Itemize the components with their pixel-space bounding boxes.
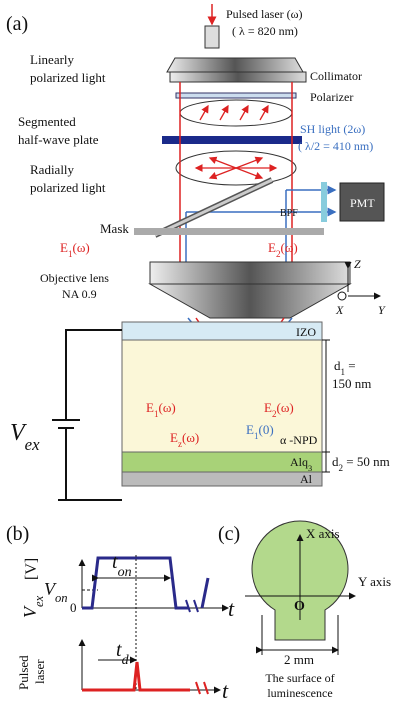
label: Segmented [18, 114, 76, 129]
label: PMT [350, 196, 375, 210]
label-part: (ω) [73, 240, 90, 255]
label-part: E [170, 430, 178, 445]
label: BPF [280, 208, 298, 219]
label-part: E [146, 400, 154, 415]
label: Vex [10, 420, 40, 454]
label-part: d [122, 653, 130, 668]
label: α -NPD [280, 433, 318, 447]
label: Radially [30, 162, 75, 177]
label-part: = 50 nm [343, 454, 390, 469]
label: luminescence [267, 686, 332, 700]
label-part: E [264, 400, 272, 415]
diagram: (a) Pulsed laser (ω) ( λ = 820 nm) Linea… [0, 0, 406, 709]
label: d1 = [334, 358, 356, 377]
label: O [294, 599, 305, 614]
label-part: (ω) [281, 240, 298, 255]
label-part: on [55, 591, 68, 605]
label: Vex [20, 595, 46, 618]
label-part: E [60, 240, 68, 255]
label-part: ex [25, 435, 40, 454]
label: (a) [6, 13, 28, 35]
label: [V] [23, 558, 40, 580]
timing [82, 555, 228, 694]
label: td [116, 639, 130, 668]
label: Y axis [358, 574, 391, 589]
label: t [222, 678, 229, 703]
label: 0 [70, 600, 77, 615]
label: IZO [296, 325, 316, 339]
label: half-wave plate [18, 132, 99, 147]
label: d2 = 50 nm [332, 454, 390, 473]
label-part: (ω) [182, 430, 199, 445]
label: Y [378, 303, 386, 317]
surface [245, 521, 355, 655]
label: (b) [6, 523, 29, 545]
label: 150 nm [332, 376, 371, 391]
label: Linearly [30, 52, 75, 67]
label: Pulsed [16, 655, 31, 690]
label: (c) [218, 523, 240, 545]
label: Objective lens [40, 271, 109, 285]
label-part: E [246, 422, 254, 437]
label: Von [44, 579, 68, 605]
label: The surface of [265, 671, 334, 685]
label: X axis [306, 526, 340, 541]
label-part: on [118, 565, 132, 580]
label-part: ex [32, 595, 46, 607]
label: X [335, 303, 344, 317]
label: E1(ω) [60, 240, 90, 259]
label: 2 mm [284, 652, 314, 667]
label: Pulsed laser (ω) [226, 7, 303, 21]
label-part: (ω) [277, 400, 294, 415]
label: ton [112, 551, 132, 580]
label-part: E [268, 240, 276, 255]
label: Z [354, 257, 361, 271]
label: Collimator [310, 69, 362, 83]
label: E2(ω) [268, 240, 298, 259]
label: Polarizer [310, 90, 353, 104]
label-part: Alq [290, 455, 308, 469]
label: ( λ = 820 nm) [232, 24, 298, 38]
label: polarized light [30, 70, 106, 85]
label: t [228, 596, 235, 621]
label: polarized light [30, 180, 106, 195]
label-part: (0) [259, 422, 274, 437]
label: NA 0.9 [62, 287, 97, 301]
label: SH light (2ω) [300, 122, 365, 136]
label-part: = [345, 358, 356, 373]
label: laser [32, 659, 47, 684]
label-part: (ω) [159, 400, 176, 415]
label: Mask [100, 221, 129, 236]
label: ( λ/2 = 410 nm) [298, 139, 373, 153]
label: Al [300, 472, 313, 486]
